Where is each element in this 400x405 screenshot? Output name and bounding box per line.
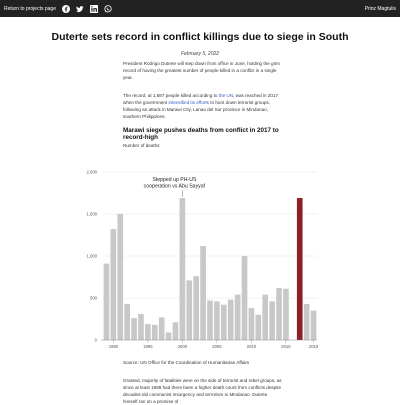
x-tick-label: 2000 <box>178 344 188 349</box>
bar-1993 <box>131 318 137 340</box>
bar-1995 <box>145 324 151 340</box>
bar-2017 <box>297 198 303 340</box>
bar-1992 <box>124 304 130 340</box>
conflict-deaths-bar-chart: 0 500 1,000 1,500 2,000 1990 1995 2000 2005 2010 2… <box>0 0 400 360</box>
bar-2013 <box>269 301 275 340</box>
x-tick-label: 2015 <box>281 344 291 349</box>
y-tick-label: 0 <box>95 338 98 343</box>
bar-2014 <box>276 288 282 340</box>
bar-2008 <box>235 295 241 340</box>
bar-2009 <box>242 256 248 340</box>
annotation-text: cooperation vs Abu Sayyaf <box>144 184 206 190</box>
bar-1990 <box>111 229 117 340</box>
bar-2007 <box>228 300 234 340</box>
bar-2010 <box>249 308 255 340</box>
x-tick-label: 1990 <box>109 344 119 349</box>
bar-2018 <box>304 304 310 340</box>
bar-2003 <box>200 246 206 340</box>
bar-1994 <box>138 314 144 340</box>
bar-1999 <box>173 322 179 340</box>
bar-2001 <box>186 280 192 340</box>
bar-1989 <box>104 264 110 340</box>
y-tick-label: 1,000 <box>87 254 98 259</box>
x-tick-label: 1995 <box>143 344 153 349</box>
article-paragraph-3: Granted, majority of fatalities were on … <box>123 377 283 405</box>
bar-2004 <box>207 301 213 340</box>
bar-2005 <box>214 301 220 340</box>
bar-2015 <box>283 289 289 340</box>
y-tick-label: 1,500 <box>87 212 98 217</box>
x-tick-label: 2005 <box>212 344 222 349</box>
annotation-text: Stepped up PH-US <box>152 177 197 183</box>
bar-1996 <box>152 325 158 340</box>
bar-2011 <box>255 315 261 340</box>
bar-2006 <box>221 305 227 340</box>
bar-2019 <box>311 311 317 340</box>
x-tick-label: 2010 <box>247 344 257 349</box>
bar-2012 <box>262 295 268 340</box>
y-tick-label: 2,000 <box>87 170 98 175</box>
bar-1998 <box>166 332 172 340</box>
bar-2000 <box>180 198 186 340</box>
bar-1997 <box>159 317 165 340</box>
bar-2002 <box>193 276 199 340</box>
y-tick-label: 500 <box>90 296 98 301</box>
x-tick-label: 2019 <box>309 344 319 349</box>
chart-source: Source: UN Office for the Coordination o… <box>123 360 249 365</box>
bar-1991 <box>117 214 123 340</box>
